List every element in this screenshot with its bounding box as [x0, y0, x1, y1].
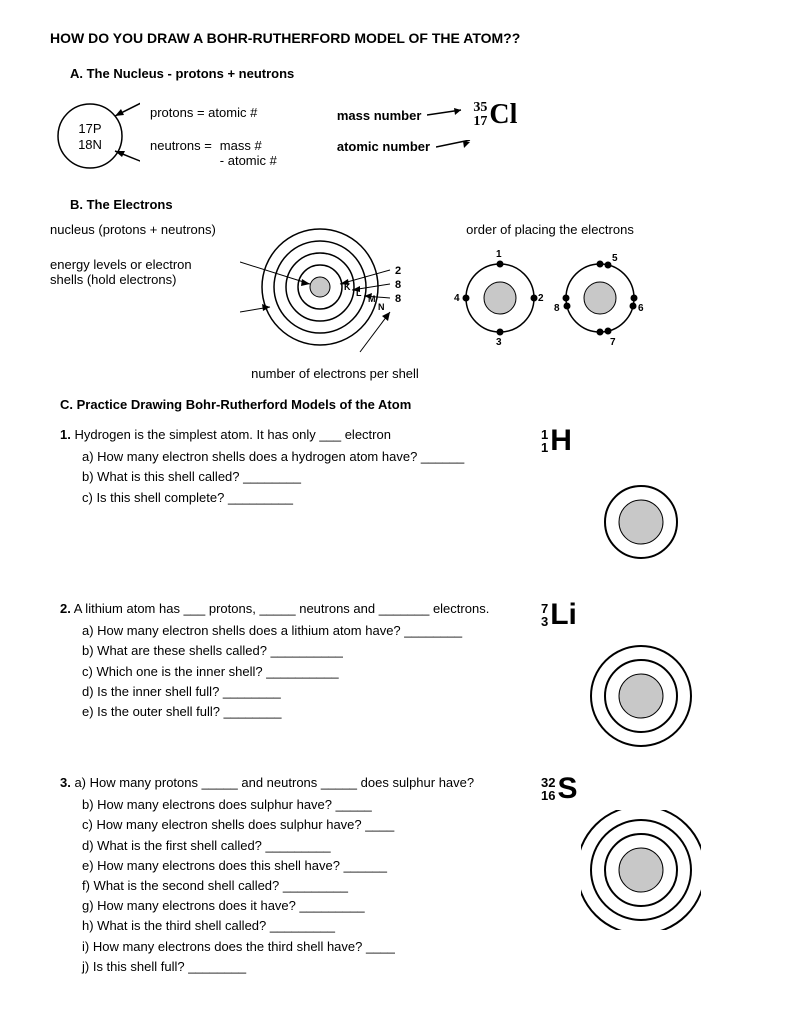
atomic-number-label: atomic number — [337, 139, 430, 154]
svg-text:6: 6 — [638, 303, 644, 314]
element-column: 3216S — [541, 774, 741, 930]
shell-diagram: K L M N 2 8 8 number of electrons per sh… — [240, 222, 430, 381]
order-diagrams: order of placing the electrons 1 2 3 4 5… — [450, 222, 650, 353]
protons-label: protons = atomic # — [150, 105, 277, 120]
nucleus-circle-icon: 17P 18N — [50, 91, 140, 181]
element-symbol: 11H — [541, 426, 572, 456]
cl-atomic: 17 — [473, 115, 487, 129]
svg-text:8: 8 — [395, 279, 401, 291]
svg-text:8: 8 — [554, 303, 560, 314]
mass-number-label: mass number — [337, 108, 422, 123]
section-a-row: 17P 18N protons = atomic # neutrons = ma… — [50, 91, 741, 181]
question-sub: g) How many electrons does it have? ____… — [82, 897, 521, 915]
shells-label: energy levels or electron shells (hold e… — [50, 257, 220, 287]
element-column: 73Li — [541, 600, 741, 756]
nucleus-label: nucleus (protons + neutrons) — [50, 222, 220, 237]
nucleus-p: 17P — [78, 121, 101, 136]
section-b-row: nucleus (protons + neutrons) energy leve… — [50, 222, 741, 381]
element-symbol: 73Li — [541, 600, 577, 630]
question-sub: f) What is the second shell called? ____… — [82, 877, 521, 895]
svg-text:2: 2 — [538, 293, 544, 304]
bohr-diagram-icon — [581, 636, 701, 756]
question-sub: d) What is the first shell called? _____… — [82, 837, 521, 855]
svg-text:7: 7 — [610, 337, 616, 348]
section-a-heading: A. The Nucleus - protons + neutrons — [70, 66, 741, 81]
nucleus-diagram: 17P 18N protons = atomic # neutrons = ma… — [50, 91, 277, 181]
question-sub: e) Is the outer shell full? ________ — [82, 703, 521, 721]
svg-text:2: 2 — [395, 265, 401, 277]
practice-item: 3. a) How many protons _____ and neutron… — [60, 774, 741, 978]
question-sub: j) Is this shell full? ________ — [82, 958, 521, 976]
shell-caption: number of electrons per shell — [240, 366, 430, 381]
question-sub: e) How many electrons does this shell ha… — [82, 857, 521, 875]
bohr-diagram-icon — [581, 462, 701, 582]
page-title: HOW DO YOU DRAW A BOHR-RUTHERFORD MODEL … — [50, 30, 741, 46]
question-sub: b) How many electrons does sulphur have?… — [82, 796, 521, 814]
svg-text:5: 5 — [612, 253, 618, 264]
neutrons-val1: mass # — [220, 138, 277, 153]
svg-text:8: 8 — [395, 293, 401, 305]
arrow-icon — [436, 140, 476, 154]
question-sub: a) How many electron shells does a lithi… — [82, 622, 521, 640]
question-sub: c) Is this shell complete? _________ — [82, 489, 521, 507]
cl-mass: 35 — [473, 101, 487, 115]
order-label: order of placing the electrons — [450, 222, 650, 237]
question-sub: i) How many electrons does the third she… — [82, 938, 521, 956]
svg-text:1: 1 — [496, 249, 502, 260]
question-lead: 1. Hydrogen is the simplest atom. It has… — [60, 426, 521, 444]
section-b-heading: B. The Electrons — [70, 197, 741, 212]
arrow-icon — [427, 108, 467, 122]
neutrons-val2: - atomic # — [220, 153, 277, 168]
bohr-diagram-icon — [581, 810, 701, 930]
question-lead: 3. a) How many protons _____ and neutron… — [60, 774, 521, 792]
question-sub: h) What is the third shell called? _____… — [82, 917, 521, 935]
question-sub: b) What is this shell called? ________ — [82, 468, 521, 486]
question-sub: d) Is the inner shell full? ________ — [82, 683, 521, 701]
practice-item: 1. Hydrogen is the simplest atom. It has… — [60, 426, 741, 582]
neutrons-label: neutrons = — [150, 138, 212, 168]
nucleus-n: 18N — [78, 137, 102, 152]
svg-text:N: N — [378, 302, 385, 312]
question-sub: c) Which one is the inner shell? _______… — [82, 663, 521, 681]
practice-item: 2. A lithium atom has ___ protons, _____… — [60, 600, 741, 756]
element-column: 11H — [541, 426, 741, 582]
section-c-heading: C. Practice Drawing Bohr-Rutherford Mode… — [60, 397, 741, 412]
question-sub: b) What are these shells called? _______… — [82, 642, 521, 660]
question-lead: 2. A lithium atom has ___ protons, _____… — [60, 600, 521, 618]
element-symbol: 3216S — [541, 774, 577, 804]
svg-text:3: 3 — [496, 337, 502, 348]
svg-text:4: 4 — [454, 293, 460, 304]
cl-symbol: Cl — [489, 99, 517, 131]
question-sub: c) How many electron shells does sulphur… — [82, 816, 521, 834]
mass-atomic-block: mass number 35 17 Cl atomic number — [337, 91, 518, 162]
question-sub: a) How many electron shells does a hydro… — [82, 448, 521, 466]
